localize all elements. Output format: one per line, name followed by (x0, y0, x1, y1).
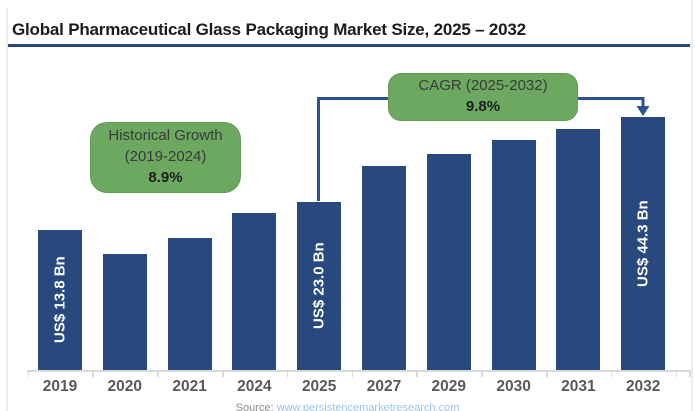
bar-2020 (102, 254, 147, 370)
bar-2019: US$ 13.8 Bn (38, 230, 82, 370)
source-attribution: Source: www.persistencemarketresearch.co… (0, 402, 695, 411)
bar-2025: US$ 23.0 Bn (297, 202, 342, 370)
x-axis-tick (286, 370, 289, 377)
x-axis-tick (351, 370, 354, 377)
x-tick-label-2019: 2019 (42, 378, 78, 395)
historical-growth-period: (2019-2024) (124, 148, 207, 166)
chart-title: Global Pharmaceutical Glass Packaging Ma… (12, 20, 526, 39)
x-tick-label-2021: 2021 (172, 378, 207, 395)
cagr-label: CAGR (2025-2032) (418, 77, 548, 95)
bar-2031 (556, 129, 601, 370)
bar-2029 (426, 154, 471, 370)
x-axis-tick (546, 370, 548, 377)
x-tick-label-2020: 2020 (107, 378, 143, 395)
x-axis-end-tick (689, 370, 691, 377)
bar-value-label-2032: US$ 44.3 Bn (634, 200, 652, 287)
bar-value-label-2025: US$ 23.0 Bn (310, 242, 328, 330)
bar-2024 (232, 213, 277, 370)
cagr-callout: CAGR (2025-2032) 9.8% (388, 73, 578, 121)
x-axis-tick (157, 370, 159, 377)
x-tick-label-2027: 2027 (366, 378, 402, 395)
x-axis-tick (481, 370, 483, 377)
bar-2030 (491, 140, 536, 370)
x-tick-label-2031: 2031 (561, 378, 596, 395)
historical-growth-label: Historical Growth (108, 127, 223, 145)
x-tick-label-2024: 2024 (237, 378, 272, 395)
source-link[interactable]: www.persistencemarketresearch.com (276, 402, 460, 411)
bar-2021 (167, 238, 212, 370)
x-tick-label-2030: 2030 (496, 378, 531, 395)
x-tick-label-2025: 2025 (301, 378, 337, 395)
historical-growth-value: 8.9% (148, 168, 183, 186)
bar-value-label-2019: US$ 13.8 Bn (51, 256, 69, 344)
historical-growth-callout: Historical Growth (2019-2024) 8.9% (90, 122, 241, 193)
bar-2027 (362, 166, 406, 370)
x-axis-tick (675, 370, 678, 377)
source-prefix-label: Source: (235, 402, 274, 411)
x-tick-label-2029: 2029 (431, 378, 467, 395)
x-axis-tick (416, 370, 418, 377)
x-axis-line (27, 370, 690, 372)
x-axis-tick (610, 370, 613, 377)
title-underline (8, 44, 690, 47)
frame-left-border (6, 8, 8, 411)
x-tick-label-2032: 2032 (625, 378, 661, 395)
bar-2032: US$ 44.3 Bn (621, 117, 666, 370)
x-axis-tick (27, 370, 30, 377)
frame-right-border (691, 0, 693, 411)
x-axis-tick (222, 370, 224, 377)
x-axis-tick (92, 370, 94, 377)
cagr-value: 9.8% (465, 98, 501, 115)
